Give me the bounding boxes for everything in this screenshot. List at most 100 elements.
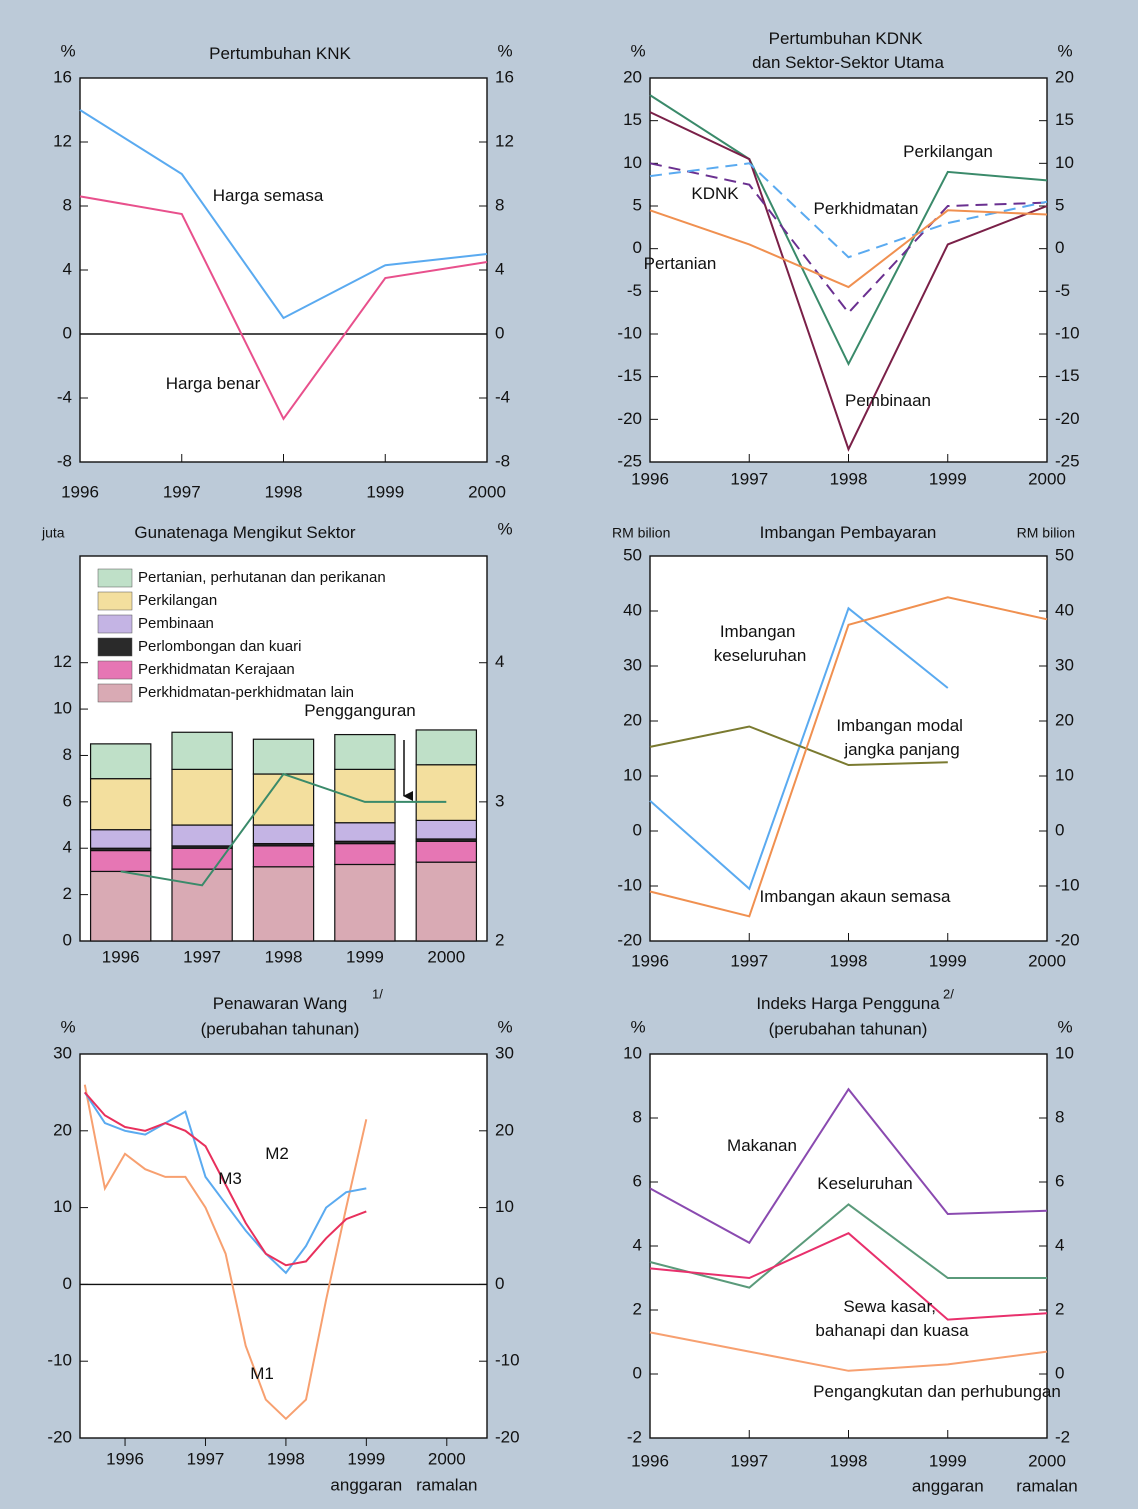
y-tick-label: 12	[53, 652, 72, 671]
y2-tick-label: 10	[495, 1197, 514, 1216]
series-line	[649, 1203, 1047, 1289]
bar-segment	[252, 738, 315, 775]
series-label: Imbangan keseluruhan	[714, 622, 807, 665]
y-tick-label: 10	[623, 1043, 642, 1062]
y2-tick-label: -10	[1055, 323, 1080, 342]
plot-area	[649, 1053, 1048, 1439]
y-tick-label: -25	[617, 451, 642, 470]
series-label: M1	[250, 1364, 274, 1383]
y2-tick-label: 4	[495, 652, 504, 671]
bar-segment	[89, 829, 152, 849]
legend-swatch	[97, 683, 133, 703]
x-tick-label: 1996	[631, 1451, 669, 1470]
y2-tick-label: 20	[1055, 67, 1074, 86]
y2-tick-label: 40	[1055, 600, 1074, 619]
y-tick-label: -20	[617, 409, 642, 428]
y2-tick-label: 0	[1055, 1363, 1064, 1382]
y-tick-label: 4	[63, 838, 72, 857]
legend-box	[92, 563, 410, 708]
series-label: Imbangan akaun semasa	[760, 887, 951, 906]
y2-tick-label: 16	[495, 67, 514, 86]
bar-segment	[252, 824, 315, 845]
y-tick-label: 0	[63, 930, 72, 949]
series-line	[649, 1232, 1048, 1321]
series-label: Pengangkutan dan perhubungan	[813, 1382, 1061, 1401]
series-label: Perkhidmatan	[814, 199, 919, 218]
y2-tick-label: 0	[1055, 238, 1064, 257]
bar-segment	[334, 863, 396, 942]
y-tick-label: 0	[633, 820, 642, 839]
y-tick-label: 20	[623, 67, 642, 86]
y2-tick-label: 0	[495, 323, 504, 342]
y-tick-label: -4	[57, 387, 72, 406]
bar-segment	[334, 842, 396, 866]
plot-area	[79, 1053, 488, 1439]
y-tick-label: 50	[623, 545, 642, 564]
x-tick-label: 1999	[929, 469, 967, 488]
series-line	[83, 1084, 368, 1421]
series-line	[649, 606, 949, 891]
title-note: 2/	[943, 986, 954, 1001]
y-unit: %	[60, 1017, 75, 1036]
y2-unit: %	[497, 519, 512, 538]
x-tick-label: 2000	[428, 1449, 466, 1468]
y2-tick-label: 50	[1055, 545, 1074, 564]
x-note: anggaran	[912, 1476, 984, 1495]
y-tick-label: 0	[633, 1363, 642, 1382]
x-tick-label: 1997	[730, 1451, 768, 1470]
bar-segment	[171, 847, 233, 870]
bar-segment	[415, 861, 478, 942]
y2-tick-label: 10	[1055, 153, 1074, 172]
x-tick-label: 1999	[929, 951, 967, 970]
bar-segment	[334, 822, 396, 842]
plot-area	[649, 555, 1048, 942]
y-tick-label: -20	[47, 1427, 72, 1446]
bar-segment	[89, 778, 152, 831]
y2-unit: %	[1057, 1017, 1072, 1036]
y-unit: %	[60, 41, 75, 60]
y-tick-label: 0	[63, 323, 72, 342]
series-label: Makanan	[727, 1136, 797, 1155]
series-line	[649, 725, 948, 767]
y2-tick-label: -4	[495, 387, 510, 406]
y-tick-label: 6	[63, 791, 72, 810]
y2-tick-label: 20	[1055, 710, 1074, 729]
y-tick-label: 2	[63, 884, 72, 903]
x-tick-label: 1997	[187, 1449, 225, 1468]
chart-title: Gunatenaga Mengikut Sektor	[134, 523, 355, 542]
x-tick-label: 1998	[265, 947, 303, 966]
series-line	[649, 209, 1048, 289]
chart-title: Pertumbuhan KNK	[209, 44, 351, 63]
bar-segment	[171, 731, 233, 770]
series-line	[83, 1091, 367, 1275]
bar-segment	[415, 840, 478, 863]
x-tick-label: 1996	[106, 1449, 144, 1468]
y2-tick-label: 30	[1055, 655, 1074, 674]
legend-swatch	[97, 568, 133, 588]
x-tick-label: 1996	[631, 469, 669, 488]
y2-tick-label: 0	[495, 1274, 504, 1293]
legend-label: Perkhidmatan-perkhidmatan lain	[138, 684, 354, 701]
chart-subtitle: (perubahan tahunan)	[201, 1019, 360, 1038]
bar-segment	[334, 733, 396, 770]
y2-tick-label: 4	[1055, 1235, 1064, 1254]
y2-tick-label: -8	[495, 451, 510, 470]
legend-swatch	[97, 637, 133, 657]
x-note: ramalan	[1016, 1476, 1077, 1495]
legend-swatch	[97, 591, 133, 611]
chart-title: Indeks Harga Pengguna	[756, 994, 940, 1013]
series-line	[79, 109, 488, 320]
series-line	[84, 1091, 367, 1267]
series-line	[649, 596, 1048, 918]
bar-segment	[171, 824, 233, 847]
legend-label: Pertanian, perhutanan dan perikanan	[138, 569, 386, 586]
bar-segment	[89, 743, 152, 780]
y-tick-label: 8	[63, 195, 72, 214]
x-note: ramalan	[416, 1475, 477, 1494]
series-line	[649, 162, 1048, 259]
y-tick-label: 30	[623, 655, 642, 674]
y2-tick-label: 6	[1055, 1171, 1064, 1190]
bar-segment	[415, 819, 478, 840]
y-tick-label: 30	[53, 1043, 72, 1062]
